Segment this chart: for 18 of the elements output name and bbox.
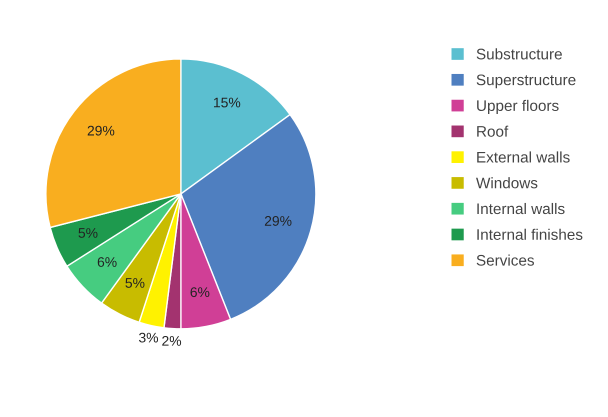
data-label: 15% bbox=[214, 98, 240, 108]
legend-label: Services bbox=[476, 254, 534, 266]
legend-label: Roof bbox=[477, 126, 508, 137]
legend-label: Substructure bbox=[476, 48, 562, 60]
legend-label: Windows bbox=[476, 177, 538, 188]
legend-label: Internal finishes bbox=[477, 228, 582, 240]
legend-label: Upper floors bbox=[477, 100, 559, 114]
data-label: 2% bbox=[162, 336, 182, 346]
data-label: 5% bbox=[78, 228, 98, 238]
data-label: 6% bbox=[190, 287, 210, 298]
data-label: 3% bbox=[138, 332, 158, 343]
data-label: 6% bbox=[98, 257, 117, 267]
data-label: 29% bbox=[264, 216, 292, 226]
legend-label: External walls bbox=[477, 151, 570, 163]
data-label: 29% bbox=[88, 126, 114, 136]
data-label: 5% bbox=[125, 278, 144, 288]
legend-label: Superstructure bbox=[476, 74, 576, 88]
legend-label: Internal walls bbox=[477, 202, 565, 214]
